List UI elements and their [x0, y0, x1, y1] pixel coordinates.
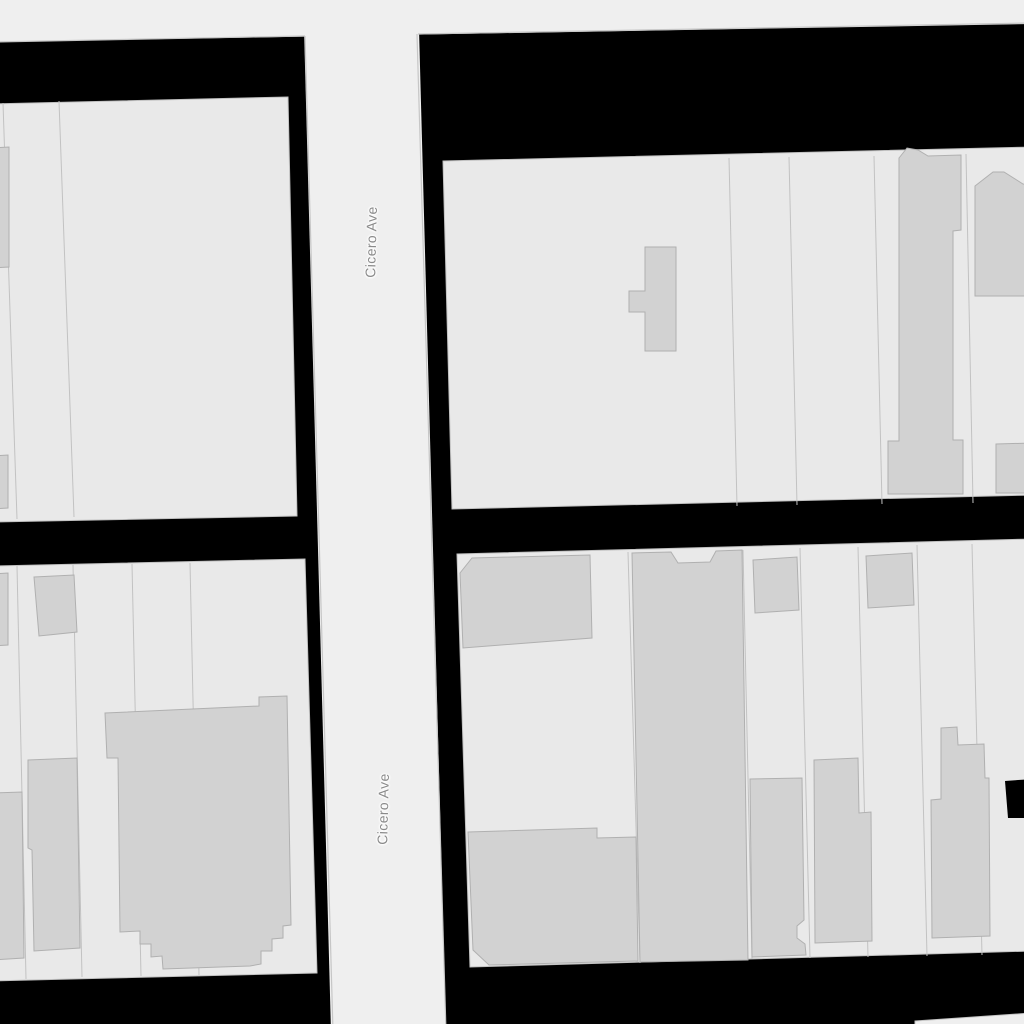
void-notch-east-edge — [1005, 779, 1024, 818]
building-se-narrow-slab — [813, 757, 873, 944]
parcel-boundary-line — [788, 156, 798, 506]
building-se-mega-notched — [631, 549, 749, 963]
parcel-boundary-line — [58, 100, 75, 518]
building-sw-edge-upper — [0, 572, 9, 647]
cross-street-south-curb-west — [0, 35, 306, 43]
parcel-boundary-line — [16, 565, 27, 980]
parcel-boundary-line — [873, 155, 883, 505]
building-se-small-box-west — [752, 556, 800, 614]
building-se-t-shape — [930, 726, 991, 939]
building-ne-tall-strip — [887, 147, 964, 495]
road-label-cicero-ave-north: Cicero Ave — [362, 206, 380, 278]
building-nw-edge-lower — [0, 454, 9, 510]
building-sw-large-stepped — [104, 695, 292, 970]
parcel-boundary-line — [742, 549, 753, 960]
cross-street-top-roadway — [0, 0, 1024, 42]
parcel-boundary-line — [728, 157, 738, 507]
building-ne-flag-shape — [628, 246, 677, 352]
building-ne-corner-lower — [995, 442, 1024, 494]
building-sw-small-box — [33, 574, 78, 637]
cross-street-south-curb-east — [417, 22, 1024, 35]
cicero-ave-west-curb — [304, 35, 334, 1024]
road-label-cicero-ave-south: Cicero Ave — [374, 773, 392, 845]
block-northeast[interactable] — [442, 146, 1024, 510]
cicero-ave-roadway — [303, 0, 446, 1024]
cicero-ave-east-curb — [416, 33, 447, 1024]
parcel-boundary-line — [799, 547, 811, 959]
parcel-boundary-line — [916, 544, 928, 957]
building-se-small-box-east — [865, 552, 915, 609]
parcel-boundary-line — [627, 551, 641, 964]
building-se-mid-jagged — [749, 777, 807, 958]
building-se-bottom-clipped — [467, 827, 639, 966]
block-northwest[interactable] — [0, 96, 298, 523]
building-ne-corner-upper — [974, 171, 1024, 297]
building-se-top-quad — [459, 554, 593, 649]
parcel-boundary-line — [965, 153, 974, 504]
building-sw-column-slab — [27, 757, 81, 952]
building-sw-edge-lower — [0, 791, 25, 961]
building-nw-edge-upper — [0, 146, 10, 269]
block-sliver-bottom-right — [914, 1013, 1024, 1024]
